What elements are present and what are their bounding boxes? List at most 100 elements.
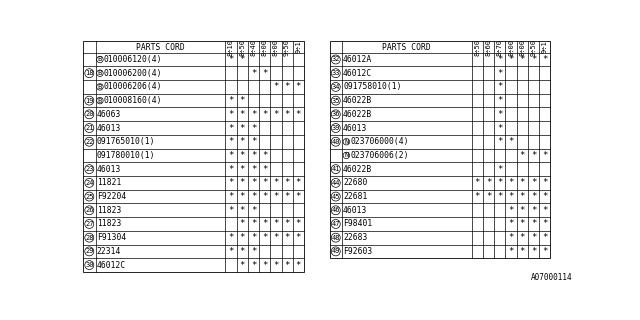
Text: 45: 45 [332, 194, 340, 200]
Text: *: * [273, 83, 278, 92]
Text: 9÷50: 9÷50 [284, 39, 290, 56]
Text: *: * [284, 83, 290, 92]
Text: *: * [251, 137, 256, 146]
Text: 091780010(1): 091780010(1) [97, 151, 155, 160]
Text: *: * [228, 124, 234, 132]
Text: 9÷1: 9÷1 [542, 41, 548, 53]
Text: *: * [228, 151, 234, 160]
Text: *: * [273, 178, 278, 187]
Text: *: * [251, 110, 256, 119]
Text: *: * [251, 220, 256, 228]
Text: *: * [239, 206, 245, 215]
Text: *: * [497, 137, 502, 146]
Text: *: * [542, 55, 547, 64]
Text: *: * [508, 233, 514, 242]
Text: 091765010(1): 091765010(1) [97, 137, 155, 146]
Text: 46013: 46013 [343, 124, 367, 132]
Text: 35: 35 [332, 98, 340, 104]
Text: *: * [239, 165, 245, 174]
Text: *: * [296, 233, 301, 242]
Text: *: * [251, 192, 256, 201]
Text: 39: 39 [332, 125, 340, 131]
Text: F92204: F92204 [97, 192, 126, 201]
Text: 46013: 46013 [97, 124, 121, 132]
Text: *: * [251, 151, 256, 160]
Text: *: * [296, 110, 301, 119]
Text: *: * [228, 96, 234, 105]
Text: 23: 23 [85, 166, 93, 172]
Text: 34: 34 [332, 84, 340, 90]
Text: *: * [542, 178, 547, 187]
Text: *: * [239, 192, 245, 201]
Text: *: * [531, 151, 536, 160]
Text: *: * [251, 260, 256, 269]
Bar [330, 42, 550, 258]
Text: 010008160(4): 010008160(4) [104, 96, 162, 105]
Text: *: * [228, 110, 234, 119]
Text: *: * [262, 165, 268, 174]
Text: PARTS CORD: PARTS CORD [383, 43, 431, 52]
Text: *: * [520, 220, 525, 228]
Text: *: * [228, 206, 234, 215]
Text: 18: 18 [85, 70, 93, 76]
Text: 49: 49 [332, 248, 340, 254]
Text: *: * [262, 260, 268, 269]
Text: *: * [251, 124, 256, 132]
Text: *: * [508, 192, 514, 201]
Text: *: * [497, 96, 502, 105]
Text: *: * [520, 233, 525, 242]
Text: *: * [296, 192, 301, 201]
Text: *: * [497, 55, 502, 64]
Text: 27: 27 [85, 221, 93, 227]
Text: *: * [251, 233, 256, 242]
Text: 46012C: 46012C [343, 69, 372, 78]
Text: *: * [486, 178, 492, 187]
Text: 11821: 11821 [97, 178, 121, 187]
Text: 46022B: 46022B [343, 165, 372, 174]
Text: *: * [508, 137, 514, 146]
Text: B: B [98, 70, 102, 76]
Text: *: * [520, 55, 525, 64]
Text: *: * [273, 260, 278, 269]
Text: *: * [262, 220, 268, 228]
Text: 22: 22 [85, 139, 93, 145]
Text: *: * [239, 178, 245, 187]
Text: *: * [508, 220, 514, 228]
Text: *: * [520, 151, 525, 160]
Text: *: * [262, 192, 268, 201]
Text: 8÷00: 8÷00 [519, 39, 525, 56]
Text: *: * [228, 178, 234, 187]
Text: *: * [542, 220, 547, 228]
Text: *: * [531, 206, 536, 215]
Text: 46012A: 46012A [343, 55, 372, 64]
Text: *: * [239, 96, 245, 105]
Text: 46: 46 [332, 207, 340, 213]
Text: *: * [531, 233, 536, 242]
Text: 48: 48 [332, 235, 340, 241]
Text: 46012C: 46012C [97, 260, 126, 269]
Text: *: * [542, 206, 547, 215]
Text: *: * [475, 178, 480, 187]
Text: 8÷60: 8÷60 [486, 39, 492, 56]
Text: 40: 40 [332, 139, 340, 145]
Text: 9÷50: 9÷50 [531, 39, 536, 56]
Text: 8÷10: 8÷10 [228, 39, 234, 56]
Text: 26: 26 [85, 207, 93, 213]
Text: *: * [228, 55, 234, 64]
Text: 46022B: 46022B [343, 96, 372, 105]
Text: *: * [497, 110, 502, 119]
Text: *: * [542, 233, 547, 242]
Text: 8÷50: 8÷50 [239, 39, 245, 56]
Text: 22314: 22314 [97, 247, 121, 256]
Text: 19: 19 [85, 98, 93, 104]
Text: 010006120(4): 010006120(4) [104, 55, 162, 64]
Text: 11823: 11823 [97, 206, 121, 215]
Text: F98401: F98401 [343, 220, 372, 228]
Text: *: * [508, 247, 514, 256]
Text: *: * [486, 192, 492, 201]
Text: N: N [344, 152, 349, 158]
Text: 44: 44 [332, 180, 340, 186]
Text: *: * [497, 83, 502, 92]
Bar [83, 42, 304, 272]
Text: B: B [98, 84, 102, 90]
